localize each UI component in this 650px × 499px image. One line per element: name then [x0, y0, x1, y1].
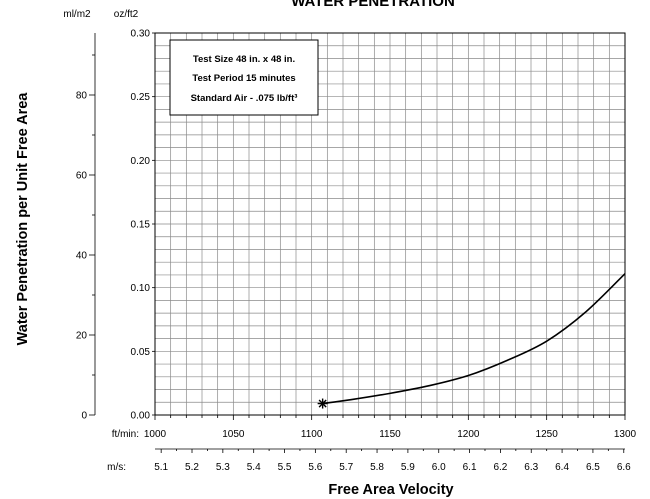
x-tick-label-m-s: 5.5 [278, 462, 292, 473]
series [317, 273, 626, 409]
x-tick-label-ft-min: 1050 [222, 429, 245, 440]
x-tick-label-m-s: 6.3 [524, 462, 538, 473]
x-tick-label-ft-min: 1300 [614, 429, 637, 440]
test-size-text: Test Size 48 in. x 48 in. [193, 54, 295, 65]
y-tick-label-ml-m2: 80 [76, 90, 88, 101]
y-tick-label-oz-ft2: 0.20 [131, 156, 151, 167]
x-tick-label-m-s: 5.4 [247, 462, 261, 473]
test-conditions-box: Test Size 48 in. x 48 in. Test Period 15… [169, 39, 319, 116]
y-tick-label-oz-ft2: 0.00 [131, 411, 151, 422]
x-tick-label-m-s: 5.2 [185, 462, 199, 473]
x-tick-label-m-s: 6.1 [463, 462, 477, 473]
x-axis-unit-ft-per-min: ft/min: [112, 429, 139, 440]
x-tick-label-ft-min: 1150 [379, 429, 401, 440]
x-axis-unit-m-per-s: m/s: [107, 462, 126, 473]
y-axis-title: Water Penetration per Unit Free Area [15, 92, 31, 346]
y-tick-label-oz-ft2: 0.30 [131, 29, 151, 40]
chart-title: WATER PENETRATION [291, 0, 455, 10]
y-tick-label-ml-m2: 0 [81, 411, 87, 422]
y-tick-label-oz-ft2: 0.05 [131, 347, 151, 358]
y-tick-label-ml-m2: 40 [76, 250, 88, 261]
x-tick-label-m-s: 6.0 [432, 462, 446, 473]
x-tick-label-ft-min: 1250 [536, 429, 559, 440]
test-conditions-frame [169, 39, 319, 116]
tick-labels: 1000 1050 1100 1150 1200 1250 1300 5.1 5.2 5.3 5.4… [76, 29, 637, 474]
x-tick-label-m-s: 5.6 [308, 462, 322, 473]
y-tick-label-oz-ft2: 0.10 [131, 283, 151, 294]
x-tick-label-m-s: 5.1 [154, 462, 168, 473]
y-tick-label-ml-m2: 20 [76, 330, 88, 341]
x-tick-label-ft-min: 1000 [144, 429, 167, 440]
x-tick-label-m-s: 6.4 [555, 462, 569, 473]
x-tick-label-m-s: 6.6 [617, 462, 631, 473]
x-tick-label-m-s: 6.2 [493, 462, 507, 473]
x-axis-title: Free Area Velocity [328, 482, 453, 498]
start-marker-stroke [318, 399, 327, 408]
start-point-marker [317, 398, 328, 409]
y-tick-label-ml-m2: 60 [76, 170, 88, 181]
axes [89, 32, 626, 453]
x-tick-label-ft-min: 1200 [457, 429, 480, 440]
standard-air-text: Standard Air - .075 lb/ft³ [191, 93, 298, 104]
x-tick-label-ft-min: 1100 [301, 429, 323, 440]
x-tick-label-m-s: 6.5 [586, 462, 600, 473]
x-tick-label-m-s: 5.7 [339, 462, 353, 473]
y-axis-unit-ml-per-m2: ml/m2 [63, 9, 91, 20]
y-tick-label-oz-ft2: 0.25 [131, 92, 151, 103]
series-line [322, 273, 626, 405]
x-tick-label-m-s: 5.9 [401, 462, 415, 473]
y-axis-unit-oz-per-ft2: oz/ft2 [114, 9, 139, 20]
test-period-text: Test Period 15 minutes [192, 73, 295, 84]
y-tick-label-oz-ft2: 0.15 [131, 220, 151, 231]
x-tick-label-m-s: 5.8 [370, 462, 384, 473]
x-tick-label-m-s: 5.3 [216, 462, 230, 473]
